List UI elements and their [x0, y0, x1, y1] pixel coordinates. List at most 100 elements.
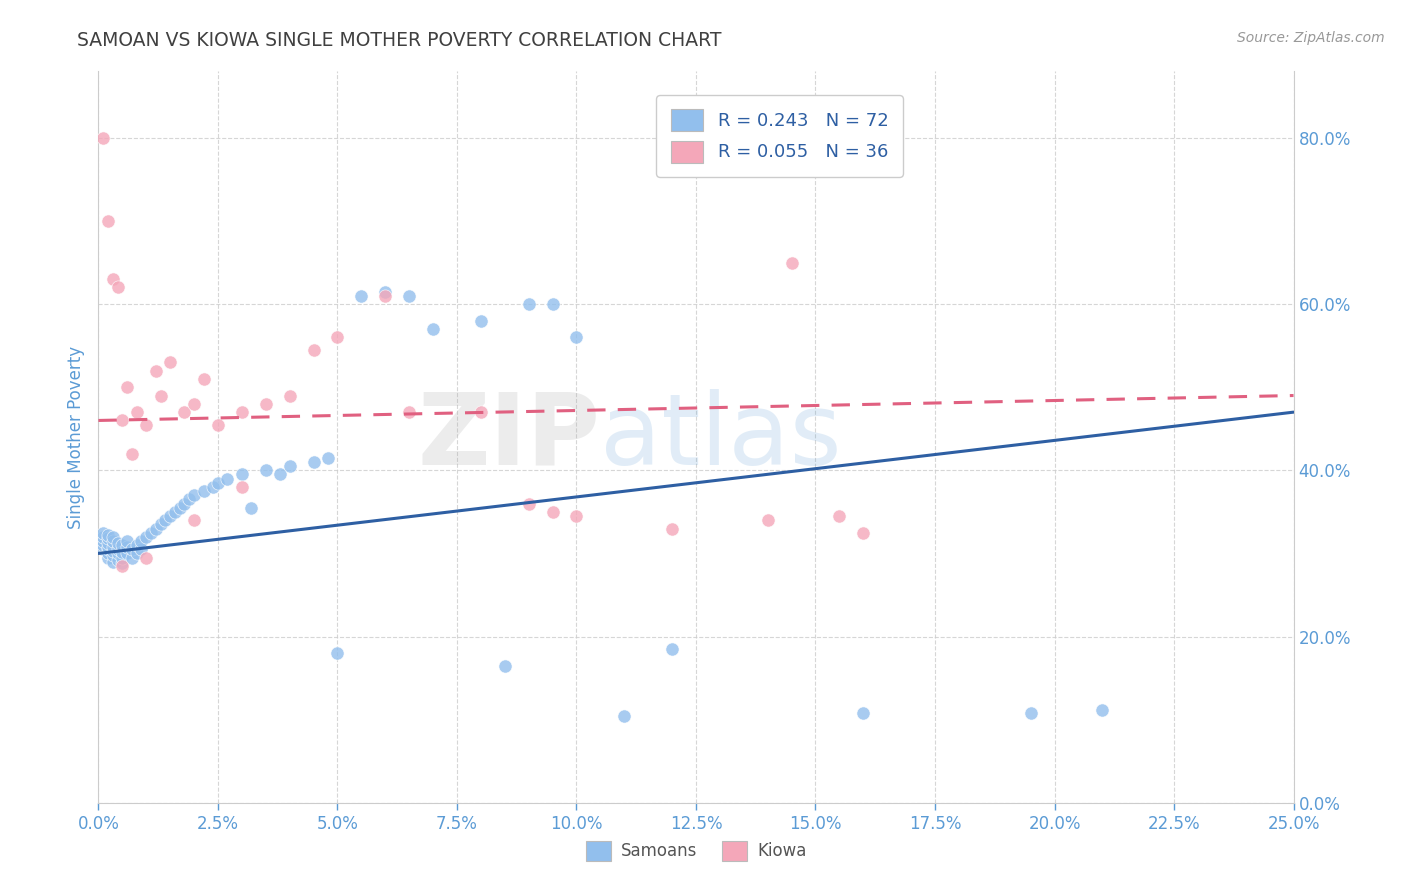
Point — [115, 546, 138, 560]
Point — [91, 538, 114, 552]
Point — [115, 533, 138, 548]
Point — [149, 388, 172, 402]
Point — [193, 484, 215, 499]
Point — [107, 546, 129, 560]
Point — [173, 405, 195, 419]
Point — [179, 492, 201, 507]
Point — [302, 343, 325, 357]
Point — [169, 500, 191, 515]
Point — [231, 405, 253, 419]
Point — [101, 548, 124, 562]
Point — [145, 521, 167, 535]
Point — [91, 533, 114, 548]
Point — [661, 642, 683, 657]
Text: Source: ZipAtlas.com: Source: ZipAtlas.com — [1237, 31, 1385, 45]
Point — [155, 513, 177, 527]
Point — [97, 214, 120, 228]
Point — [231, 480, 253, 494]
Point — [316, 450, 339, 465]
Point — [159, 509, 181, 524]
Point — [565, 330, 588, 344]
Point — [125, 405, 148, 419]
Point — [131, 533, 153, 548]
Point — [125, 546, 148, 560]
Point — [163, 505, 186, 519]
Point — [107, 536, 129, 550]
Point — [121, 542, 143, 557]
Point — [756, 513, 779, 527]
Point — [91, 131, 114, 145]
Point — [661, 521, 683, 535]
Point — [97, 546, 120, 560]
Point — [115, 540, 138, 554]
Point — [613, 708, 636, 723]
Point — [398, 289, 420, 303]
Point — [326, 330, 349, 344]
Point — [111, 413, 134, 427]
Point — [207, 417, 229, 432]
Point — [101, 530, 124, 544]
Point — [97, 540, 120, 554]
Point — [101, 544, 124, 558]
Text: atlas: atlas — [600, 389, 842, 485]
Point — [470, 405, 492, 419]
Point — [159, 355, 181, 369]
Point — [107, 542, 129, 557]
Point — [115, 380, 138, 394]
Point — [135, 417, 157, 432]
Text: ZIP: ZIP — [418, 389, 600, 485]
Point — [135, 550, 157, 565]
Point — [91, 525, 114, 540]
Point — [350, 289, 373, 303]
Legend: Samoans, Kiowa: Samoans, Kiowa — [579, 834, 813, 868]
Point — [202, 480, 225, 494]
Point — [121, 447, 143, 461]
Point — [107, 553, 129, 567]
Point — [101, 555, 124, 569]
Point — [565, 509, 588, 524]
Point — [374, 289, 396, 303]
Point — [149, 517, 172, 532]
Point — [111, 545, 134, 559]
Point — [183, 397, 205, 411]
Point — [828, 509, 851, 524]
Point — [173, 497, 195, 511]
Point — [91, 542, 114, 557]
Point — [101, 272, 124, 286]
Point — [183, 488, 205, 502]
Point — [131, 542, 153, 557]
Point — [326, 646, 349, 660]
Point — [1091, 703, 1114, 717]
Point — [240, 500, 263, 515]
Point — [422, 322, 444, 336]
Point — [269, 467, 291, 482]
Point — [111, 557, 134, 571]
Point — [97, 550, 120, 565]
Point — [217, 472, 239, 486]
Point — [398, 405, 420, 419]
Point — [278, 459, 301, 474]
Point — [541, 297, 564, 311]
Point — [135, 530, 157, 544]
Point — [780, 255, 803, 269]
Point — [207, 475, 229, 490]
Point — [278, 388, 301, 402]
Point — [125, 538, 148, 552]
Point — [183, 513, 205, 527]
Text: SAMOAN VS KIOWA SINGLE MOTHER POVERTY CORRELATION CHART: SAMOAN VS KIOWA SINGLE MOTHER POVERTY CO… — [77, 31, 721, 50]
Point — [111, 558, 134, 573]
Point — [1019, 706, 1042, 720]
Y-axis label: Single Mother Poverty: Single Mother Poverty — [66, 345, 84, 529]
Point — [101, 533, 124, 548]
Point — [541, 505, 564, 519]
Point — [470, 314, 492, 328]
Point — [97, 532, 120, 546]
Point — [111, 550, 134, 565]
Point — [139, 525, 162, 540]
Point — [254, 463, 277, 477]
Point — [145, 363, 167, 377]
Point — [97, 536, 120, 550]
Point — [374, 285, 396, 299]
Point — [494, 658, 516, 673]
Point — [101, 540, 124, 554]
